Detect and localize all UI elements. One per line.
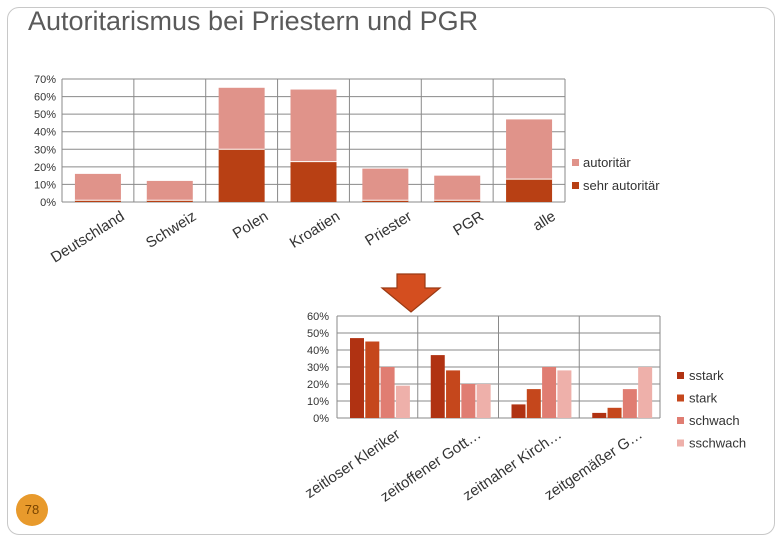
y-tick-label: 60% <box>307 311 329 323</box>
y-tick-label: 50% <box>34 109 56 121</box>
category-label: Deutschland <box>48 208 128 267</box>
bar-schwach <box>380 367 395 418</box>
legend-label: stark <box>689 391 718 406</box>
y-tick-label: 10% <box>307 396 329 408</box>
legend-swatch <box>572 182 579 189</box>
legend-swatch <box>677 417 684 424</box>
y-tick-label: 40% <box>34 127 56 139</box>
legend-label: sstark <box>689 368 724 383</box>
chart-autoritarismus: 0% 10% 20% 30% 40% 50% 60% 70% Deutschland Schwei… <box>34 74 660 266</box>
category-label: alle <box>530 208 559 235</box>
bar-sehr-autoritaer <box>290 161 337 202</box>
legend-label: schwach <box>689 413 740 428</box>
bar-sehr-autoritaer <box>362 200 409 202</box>
bar-sschwach <box>638 367 653 418</box>
bar-autoritaer <box>434 175 481 201</box>
bar-sehr-autoritaer <box>146 200 193 202</box>
bar-stark <box>607 407 622 418</box>
bar-sschwach <box>476 384 491 418</box>
legend-swatch <box>677 394 684 402</box>
y-tick-label: 20% <box>307 379 329 391</box>
legend-swatch <box>677 372 684 379</box>
bar-sstark <box>350 338 364 418</box>
legend-swatch <box>572 159 579 166</box>
y-tick-label: 0% <box>40 197 56 209</box>
bar-schwach <box>461 384 476 418</box>
y-tick-label: 10% <box>34 179 56 191</box>
bar-autoritaer <box>146 180 193 201</box>
y-tick-label: 20% <box>34 162 56 174</box>
down-arrow-icon <box>380 273 442 313</box>
bar-sstark <box>511 404 526 418</box>
bar-stark <box>446 370 461 418</box>
bar-autoritaer <box>290 89 337 162</box>
bar-sehr-autoritaer <box>434 200 481 202</box>
bar-sehr-autoritaer <box>74 200 121 202</box>
bar-autoritaer <box>362 168 409 201</box>
y-tick-label: 30% <box>307 362 329 374</box>
bar-autoritaer <box>74 173 121 201</box>
y-tick-label: 30% <box>34 144 56 156</box>
legend-label: sschwach <box>689 436 746 451</box>
y-tick-label: 70% <box>34 74 56 86</box>
y-tick-label: 50% <box>307 328 329 340</box>
bar-schwach <box>622 389 637 418</box>
slide-title: Autoritarismus bei Priestern und PGR <box>28 6 479 36</box>
bar-sschwach <box>395 385 410 418</box>
bar-stark <box>526 389 541 418</box>
bar-sstark <box>592 412 607 418</box>
bar-sehr-autoritaer <box>506 179 553 202</box>
bar-schwach <box>542 367 557 418</box>
bar-stark <box>365 341 380 418</box>
bar-sstark <box>430 355 445 418</box>
category-label: Kroatien <box>287 208 343 252</box>
legend-label: autoritär <box>583 155 631 170</box>
category-label: Polen <box>230 208 272 243</box>
y-tick-label: 0% <box>313 413 329 425</box>
legend-swatch <box>677 439 684 447</box>
chart-typen: 0%10%20%30%40%50%60%zeitloser Klerikerze… <box>302 311 746 506</box>
category-label: PGR <box>450 208 487 240</box>
bar-sschwach <box>557 370 572 418</box>
page-number-badge: 78 <box>16 494 48 526</box>
y-tick-label: 40% <box>307 345 329 357</box>
category-label: Schweiz <box>143 208 199 252</box>
bar-sehr-autoritaer <box>218 149 265 202</box>
legend-label: sehr autoritär <box>583 178 660 193</box>
bar-autoritaer <box>506 119 553 180</box>
y-tick-label: 60% <box>34 92 56 104</box>
slide-frame <box>7 7 775 535</box>
bar-autoritaer <box>218 87 265 150</box>
category-label: Priester <box>362 208 415 250</box>
